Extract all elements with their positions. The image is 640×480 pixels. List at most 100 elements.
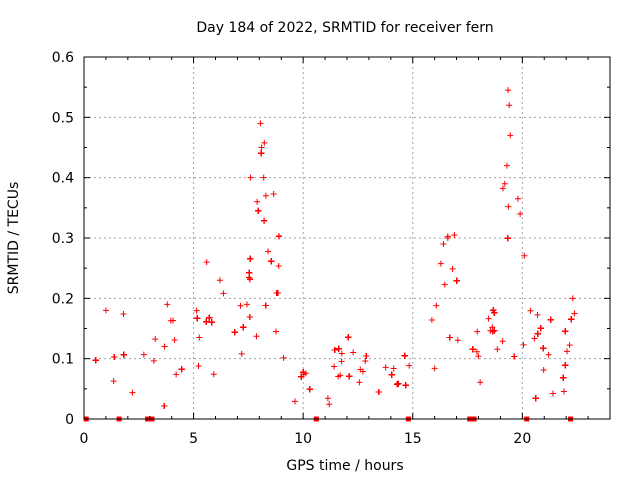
y-tick-label: 0.3 [52,231,74,247]
y-tick-label: 0.5 [52,110,74,126]
data-point [195,363,202,370]
data-point [306,386,313,393]
data-point [560,374,567,381]
data-point [489,328,496,335]
data-point [382,364,389,371]
data-point [247,255,254,262]
data-point [255,207,262,214]
data-point-peak [257,120,264,127]
data-point [178,366,185,373]
data-point [491,327,498,334]
y-tick-label: 0.2 [52,291,74,307]
data-point [265,248,272,255]
data-point [562,362,569,369]
data-point-peak [203,259,210,266]
data-point [571,310,578,317]
data-point [111,354,118,361]
data-point [499,185,506,192]
data-point [237,302,244,309]
data-point [390,365,397,372]
data-point [335,345,342,352]
data-point [511,353,518,360]
data-point-peak [247,174,254,181]
data-point [238,350,245,357]
data-point [338,350,345,357]
data-point [270,191,277,198]
data-point [280,354,287,361]
data-point [477,379,484,386]
data-point [375,389,382,396]
data-point [273,328,280,335]
y-tick-label: 0.1 [52,352,74,368]
data-point [262,302,269,309]
data-point [274,290,281,297]
data-point [521,252,528,259]
data-point [453,277,460,284]
data-point-peak [440,241,447,248]
data-point [345,334,352,341]
data-point [527,307,534,314]
data-point [246,313,253,320]
data-point [120,351,127,358]
data-point [499,338,506,345]
data-point [173,371,180,378]
data-point [258,150,265,157]
data-point [474,328,481,335]
data-point [350,349,357,356]
data-point-peak [505,87,512,94]
data-point [564,348,571,355]
data-point [401,352,408,359]
data-point [275,233,282,240]
y-tick-label: 0.6 [52,50,74,66]
data-point [446,334,453,341]
data-point-peak [216,277,223,284]
data-point [362,358,369,365]
data-point [402,382,409,389]
data-point-peak [260,174,267,181]
x-tick-label: 5 [189,431,198,447]
data-point [568,316,575,323]
data-point-peak [507,132,514,139]
data-point [275,262,282,269]
y-axis-label: SRMTID / TECUs [6,182,22,295]
data-point [150,357,157,364]
data-point [540,366,547,373]
data-point-peak [514,195,521,202]
data-point [169,317,176,324]
data-point [171,337,178,344]
data-point [394,381,401,388]
data-point [406,362,413,369]
data-point [359,368,366,375]
data-point [161,343,168,350]
data-point-peak [501,180,508,187]
data-point [346,373,353,380]
data-point [356,379,363,386]
data-point [196,334,203,341]
data-point [490,307,497,314]
data-point [562,328,569,335]
data-point [532,395,539,402]
data-point [261,139,268,146]
chart-title: Day 184 of 2022, SRMTID for receiver fer… [196,20,493,36]
data-point [338,358,345,365]
data-point-peak [254,198,261,205]
data-point [261,217,268,224]
data-point [253,333,260,340]
data-point [240,324,247,331]
data-point [231,329,238,336]
data-point [475,353,482,360]
data-point [505,203,512,210]
data-point [152,336,159,343]
data-point [566,342,573,349]
data-point [220,290,227,297]
data-point-peak [262,192,269,199]
data-point [193,307,200,314]
data-point [473,348,480,355]
data-point [331,363,338,370]
data-point-peak [569,295,576,302]
data-point [491,309,498,316]
data-point [331,346,338,353]
data-point [549,390,556,397]
plot-frame [83,56,611,420]
